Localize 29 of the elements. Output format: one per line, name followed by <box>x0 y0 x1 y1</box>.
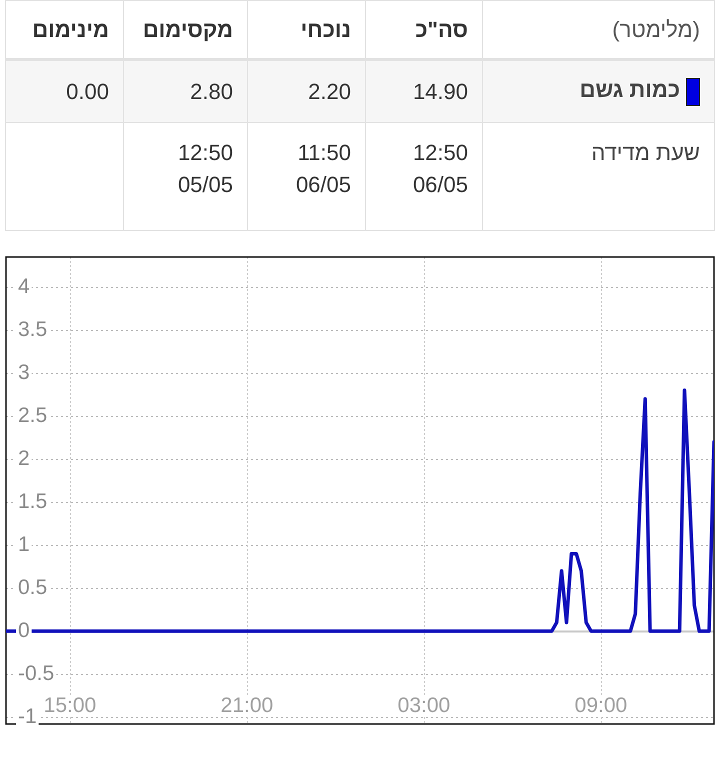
x-tick-label: 15:00 <box>44 694 96 717</box>
category-label: כמות גשם <box>580 77 680 102</box>
category-label: מקסימום <box>124 0 248 60</box>
y-tick-label: 2 <box>18 446 30 470</box>
y-tick-label: 0 <box>18 618 30 642</box>
x-tick-label: 21:00 <box>220 694 274 717</box>
y-tick-label: 1.5 <box>18 490 48 513</box>
text: 14.90 <box>412 78 468 104</box>
y-tick-label: 4 <box>18 274 30 298</box>
text: 11:50 06/05 <box>296 140 351 197</box>
y-tick-label: -1 <box>18 704 37 728</box>
text: 0.00 <box>66 78 109 104</box>
text: 12:50 05/05 <box>178 140 233 197</box>
x-tick-label: 09:00 <box>574 694 628 717</box>
category-label: נוכחי <box>248 0 366 60</box>
text: (מלימטר) <box>482 0 714 60</box>
y-tick-label: 3 <box>18 360 30 384</box>
text: 2.80 <box>190 78 233 104</box>
y-tick-label: 0.5 <box>18 576 48 599</box>
x-tick-label: 03:00 <box>398 694 450 717</box>
category-label: סה"כ <box>366 0 482 60</box>
y-tick-label: 1 <box>18 532 30 556</box>
y-tick-label: 3.5 <box>18 318 48 341</box>
category-label: מינימום <box>6 0 124 60</box>
text: 2.20 <box>308 78 351 104</box>
y-tick-label: 2.5 <box>18 404 48 427</box>
text: 12:50 06/05 <box>412 140 468 197</box>
category-label: שעת מדידה <box>591 140 700 165</box>
y-tick-label: -0.5 <box>18 662 54 685</box>
